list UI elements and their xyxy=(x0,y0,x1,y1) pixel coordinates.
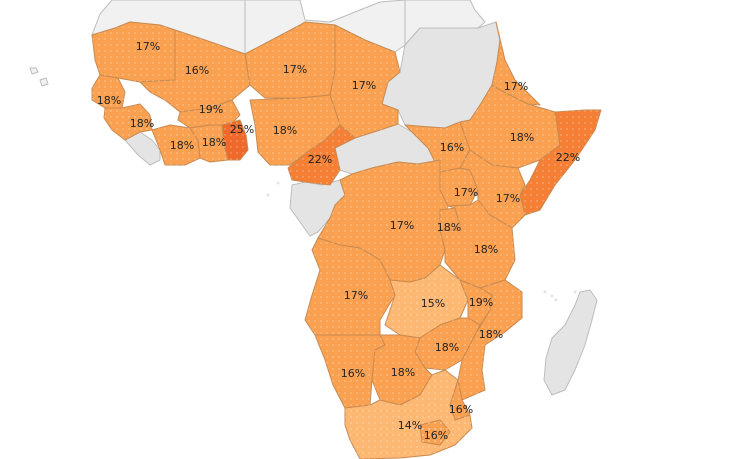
no-data-country xyxy=(39,77,49,87)
label-nigeria: 18% xyxy=(273,124,297,137)
label-rwanda-burundi: 18% xyxy=(437,221,461,234)
label-burkina-faso: 19% xyxy=(199,103,223,116)
no-data-country xyxy=(543,290,547,294)
label-south-africa: 14% xyxy=(398,419,422,432)
no-data-country xyxy=(266,193,270,197)
label-guinea: 18% xyxy=(130,117,154,130)
label-mali: 16% xyxy=(185,64,209,77)
no-data-country xyxy=(276,181,280,185)
label-eritrea: 17% xyxy=(504,80,528,93)
label-niger: 17% xyxy=(283,63,307,76)
label-tanzania: 18% xyxy=(474,243,498,256)
label-angola: 17% xyxy=(344,289,368,302)
label-zambia: 15% xyxy=(421,297,445,310)
region-mauritania[interactable] xyxy=(91,21,176,83)
label-dr-congo: 17% xyxy=(390,219,414,232)
label-lesotho: 16% xyxy=(424,429,448,442)
label-uganda: 17% xyxy=(454,186,478,199)
label-south-sudan: 16% xyxy=(440,141,464,154)
label-mauritania: 17% xyxy=(136,40,160,53)
label-kenya: 17% xyxy=(496,192,520,205)
label-zimbabwe: 18% xyxy=(435,341,459,354)
label-malawi: 19% xyxy=(469,296,493,309)
label-ghana: 25% xyxy=(230,123,254,136)
label-cameroon: 22% xyxy=(308,153,332,166)
label-cote-divoire: 18% xyxy=(170,139,194,152)
label-senegal: 18% xyxy=(97,94,121,107)
label-namibia: 16% xyxy=(341,367,365,380)
no-data-country xyxy=(29,67,39,75)
label-somalia: 22% xyxy=(556,151,580,164)
no-data-country xyxy=(550,294,554,298)
label-chad: 17% xyxy=(352,79,376,92)
value-labels: 17% 16% 17% 17% 18% 18% 19% 25% 18% 18% … xyxy=(97,40,580,442)
label-botswana: 18% xyxy=(391,366,415,379)
label-mozambique: 18% xyxy=(479,328,503,341)
no-data-country xyxy=(554,298,558,302)
label-eswatini: 16% xyxy=(449,403,473,416)
label-togo-benin: 18% xyxy=(202,136,226,149)
no-data-country xyxy=(573,290,577,294)
madagascar xyxy=(543,289,598,396)
label-ethiopia: 18% xyxy=(510,131,534,144)
